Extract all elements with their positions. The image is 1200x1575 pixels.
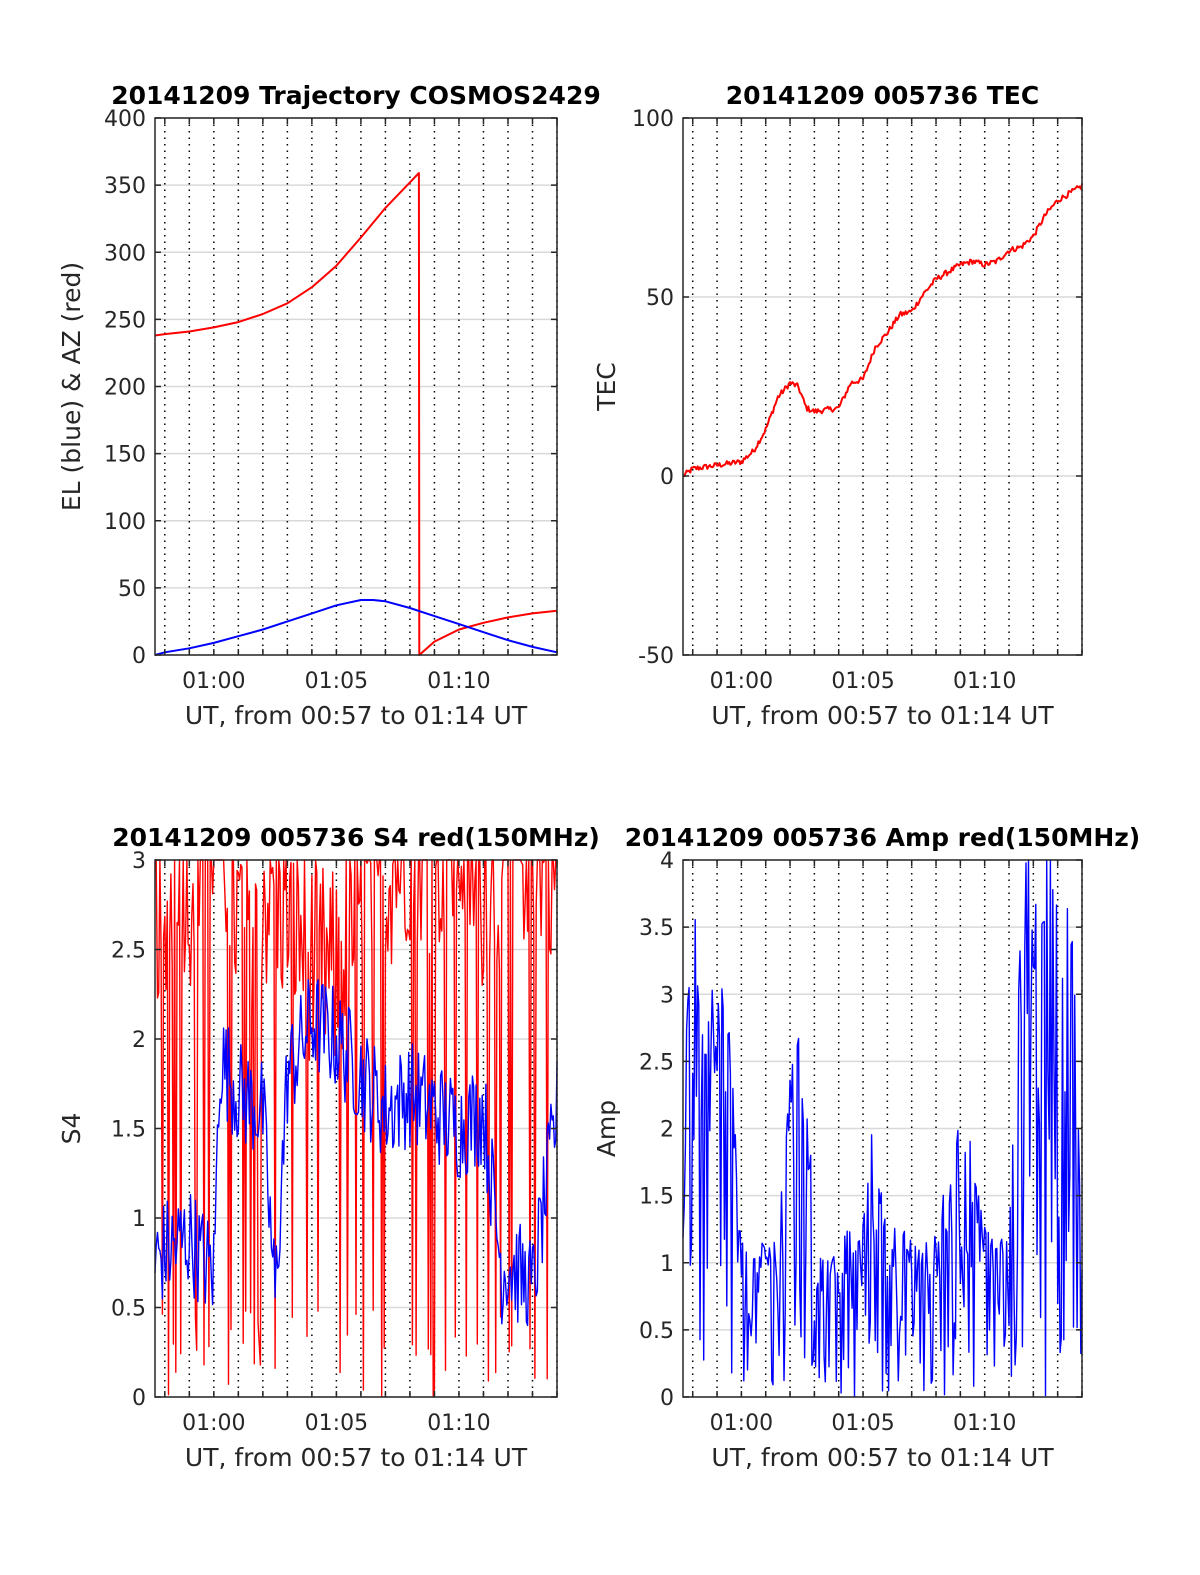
chart-title: 20141209 Trajectory COSMOS2429 <box>111 81 601 110</box>
x-tick-label: 01:10 <box>427 669 490 694</box>
x-tick-label: 01:05 <box>831 1411 894 1436</box>
y-tick-label: 0 <box>660 465 674 490</box>
x-axis-label: UT, from 00:57 to 01:14 UT <box>711 701 1054 730</box>
series-line-2 <box>154 599 558 656</box>
y-tick-label: 1 <box>132 1207 146 1232</box>
y-axis-label: Amp <box>592 1100 621 1157</box>
y-tick-label: 400 <box>104 107 146 132</box>
x-tick-label: 01:10 <box>427 1411 490 1436</box>
y-tick-label: 3 <box>660 983 674 1008</box>
y-tick-label: 4 <box>660 849 674 874</box>
axes-box <box>682 117 1083 656</box>
y-tick-label: 100 <box>632 107 674 132</box>
y-tick-label: 1 <box>660 1252 674 1277</box>
x-tick-label: 01:10 <box>953 669 1016 694</box>
chart-panel-1: 0 50 100 150 200 250 300 350 400 01:00 01:05 01:10 2… <box>57 81 601 730</box>
chart-panel-2: -50 0 50 100 01:00 01:05 01:10 20141209 005736 … <box>592 81 1083 730</box>
y-tick-label: 2 <box>132 1028 146 1053</box>
x-axis-label: UT, from 00:57 to 01:14 UT <box>711 1443 1054 1472</box>
x-tick-label: 01:00 <box>710 1411 773 1436</box>
series-line-2 <box>154 979 558 1327</box>
chart-panel-4: 0 0.5 1 1.5 2 2.5 3 3.5 4 01:00 01:05 01:10 20141209… <box>592 823 1140 1472</box>
series-line-1 <box>682 184 1083 478</box>
chart-title: 20141209 005736 TEC <box>726 81 1039 110</box>
x-tick-label: 01:00 <box>710 669 773 694</box>
chart-title: 20141209 005736 S4 red(150MHz) <box>112 823 600 852</box>
y-tick-label: 0 <box>132 644 146 669</box>
series-line-1 <box>682 859 1083 1398</box>
y-tick-label: 1.5 <box>111 1118 146 1143</box>
y-tick-label: 150 <box>104 443 146 468</box>
x-tick-label: 01:10 <box>953 1411 1016 1436</box>
y-tick-label: 350 <box>104 174 146 199</box>
y-tick-label: 0.5 <box>111 1297 146 1322</box>
y-axis-label: TEC <box>592 362 621 412</box>
y-tick-label: 50 <box>646 286 674 311</box>
x-axis-label: UT, from 00:57 to 01:14 UT <box>185 1443 528 1472</box>
series-line-1 <box>154 172 558 656</box>
x-tick-label: 01:05 <box>305 669 368 694</box>
y-tick-label: 300 <box>104 241 146 266</box>
chart-panel-3: 0 0.5 1 1.5 2 2.5 3 01:00 01:05 01:10 20141209 005… <box>57 823 600 1472</box>
y-tick-label: 1.5 <box>639 1185 674 1210</box>
y-tick-label: 0.5 <box>639 1319 674 1344</box>
x-axis-label: UT, from 00:57 to 01:14 UT <box>185 701 528 730</box>
y-tick-label: -50 <box>638 644 674 669</box>
x-tick-label: 01:05 <box>831 669 894 694</box>
y-tick-label: 3.5 <box>639 916 674 941</box>
y-axis-label: EL (blue) & AZ (red) <box>57 262 86 511</box>
x-tick-label: 01:00 <box>182 669 245 694</box>
y-tick-label: 50 <box>118 577 146 602</box>
x-tick-label: 01:05 <box>305 1411 368 1436</box>
y-tick-label: 2 <box>660 1118 674 1143</box>
y-tick-label: 250 <box>104 308 146 333</box>
y-axis-label: S4 <box>57 1113 86 1145</box>
y-tick-label: 200 <box>104 376 146 401</box>
y-tick-label: 0 <box>660 1386 674 1411</box>
y-tick-label: 100 <box>104 510 146 535</box>
x-tick-label: 01:00 <box>182 1411 245 1436</box>
y-tick-label: 2.5 <box>111 939 146 964</box>
chart-title: 20141209 005736 Amp red(150MHz) <box>625 823 1141 852</box>
y-tick-label: 0 <box>132 1386 146 1411</box>
y-tick-label: 2.5 <box>639 1050 674 1075</box>
y-tick-label: 3 <box>132 849 146 874</box>
